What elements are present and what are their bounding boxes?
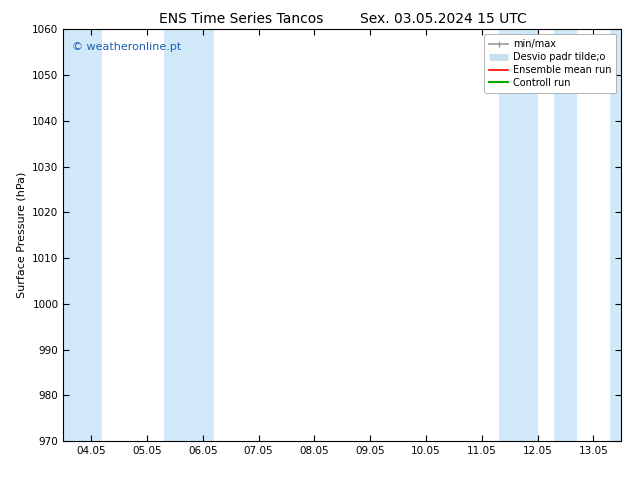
- Bar: [164, 29, 214, 441]
- Y-axis label: Surface Pressure (hPa): Surface Pressure (hPa): [16, 172, 27, 298]
- Text: ENS Time Series Tancos: ENS Time Series Tancos: [158, 12, 323, 26]
- Bar: [554, 29, 577, 441]
- Bar: [63, 29, 103, 441]
- Bar: [498, 29, 538, 441]
- Text: Sex. 03.05.2024 15 UTC: Sex. 03.05.2024 15 UTC: [360, 12, 527, 26]
- Legend: min/max, Desvio padr tilde;o, Ensemble mean run, Controll run: min/max, Desvio padr tilde;o, Ensemble m…: [484, 34, 616, 93]
- Text: © weatheronline.pt: © weatheronline.pt: [72, 42, 181, 52]
- Bar: [610, 29, 633, 441]
